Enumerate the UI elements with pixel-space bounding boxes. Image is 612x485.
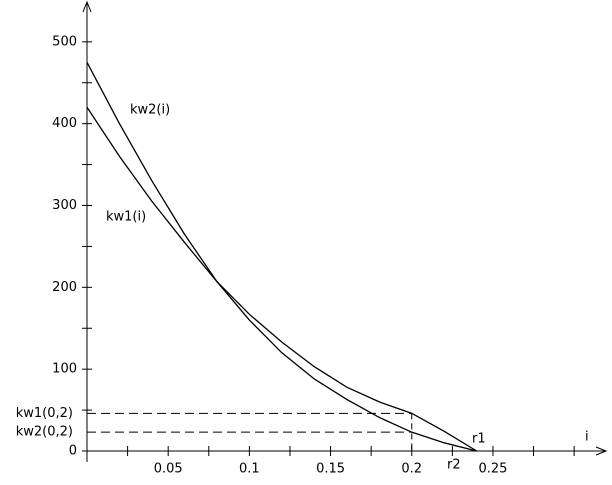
y-tick-label: 300 [52,198,77,213]
y-tick-label: 0 [69,444,77,459]
root-label: r2 [447,458,461,473]
x-tick-label: 0.05 [154,462,183,477]
x-tick-label: 0.15 [316,462,345,477]
y-tick-label: 400 [52,116,77,131]
x-axis-label: i [585,430,589,445]
reference-label: kw1(0,2) [16,406,73,421]
y-tick-label: 500 [52,34,77,49]
x-tick-label: 0.25 [478,462,507,477]
y-axis-arrow [82,0,92,13]
series-line [86,106,478,452]
x-tick-label: 0.1 [239,462,260,477]
curve-label: kw1(i) [106,210,146,225]
x-tick-label: 0.2 [401,462,422,477]
y-tick-label: 200 [52,280,77,295]
curve-label: kw2(i) [130,103,170,118]
root-label: r1 [472,432,486,447]
y-tick-label: 100 [52,362,77,377]
reference-label: kw2(0,2) [16,425,73,440]
x-axis-arrow [595,446,608,456]
series-line [86,61,477,452]
